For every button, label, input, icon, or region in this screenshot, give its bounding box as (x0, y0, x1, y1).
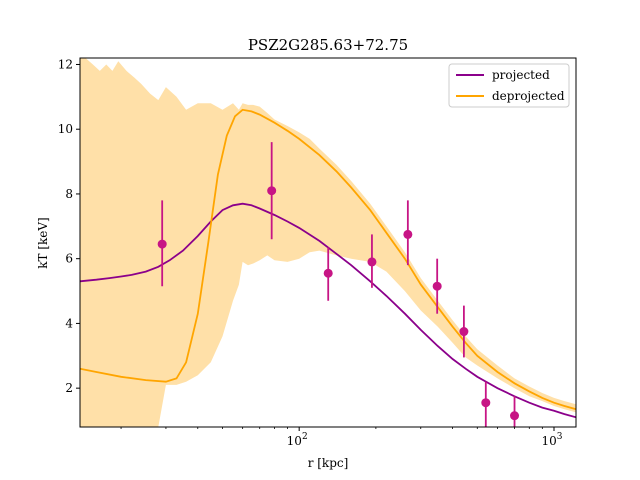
legend: projected deprojected (448, 63, 570, 108)
y-tick-label: 4 (65, 316, 73, 330)
y-tick-label: 12 (58, 57, 73, 71)
data-point (323, 268, 333, 278)
deprojected-confidence-band (80, 58, 576, 427)
plot-frame (79, 57, 577, 428)
data-point (367, 257, 377, 267)
data-point (157, 239, 167, 249)
x-tick-label: 102 (287, 432, 308, 448)
legend-label-deprojected: deprojected (492, 89, 565, 103)
data-point (267, 186, 277, 196)
y-tick-label: 2 (65, 381, 73, 395)
data-point (459, 327, 469, 337)
y-tick-label: 8 (65, 187, 73, 201)
legend-label-projected: projected (492, 68, 550, 82)
data-point (481, 398, 491, 408)
x-tick-label: 103 (541, 432, 562, 448)
data-point (510, 411, 520, 421)
series-line-deprojected (80, 108, 576, 411)
series-line-projected (80, 202, 576, 419)
plot-area (80, 58, 576, 427)
y-axis-label: kT [keV] (36, 217, 50, 269)
y-tick-label: 10 (58, 122, 73, 136)
data-point (432, 281, 442, 291)
data-point (403, 229, 413, 239)
chart-title: PSZ2G285.63+72.75 (248, 36, 408, 54)
y-tick-label: 6 (65, 252, 73, 266)
x-axis-label: r [kpc] (308, 456, 349, 470)
